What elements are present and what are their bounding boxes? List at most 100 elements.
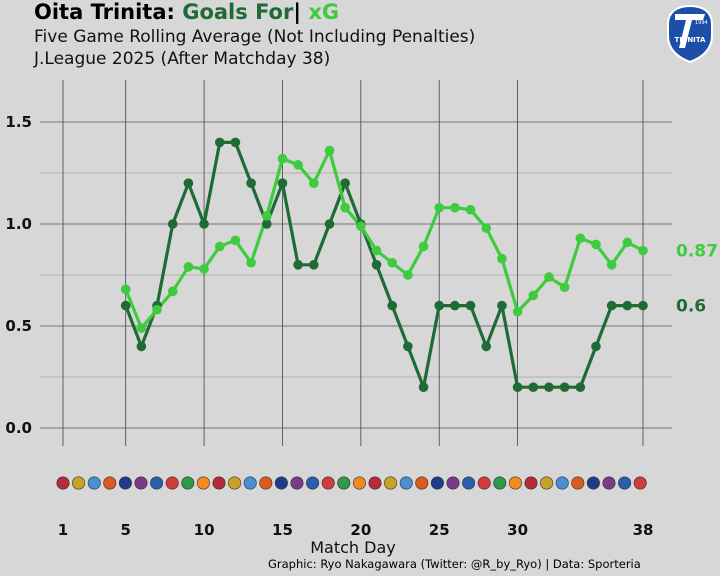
xg-data-point — [465, 204, 476, 215]
goals-data-point — [120, 300, 131, 311]
xg-data-point — [136, 323, 147, 333]
x-tick-label: 25 — [429, 521, 450, 539]
opponent-crest-icon — [118, 476, 132, 490]
goals-data-point — [324, 219, 335, 229]
goals-data-point — [277, 178, 288, 188]
xg-data-point — [403, 270, 413, 280]
x-tick-label: 1 — [58, 521, 68, 539]
xg-end-label: 0.87 — [676, 242, 718, 262]
opponent-crest-icon — [462, 476, 476, 490]
opponent-crest-icon — [134, 476, 148, 490]
xg-data-point — [559, 282, 570, 293]
opponent-crest-icon — [321, 476, 335, 490]
goals-data-point — [293, 260, 303, 270]
opponent-crest-icon — [352, 476, 366, 490]
goals-data-point — [559, 382, 570, 393]
logo-text: TRINITA — [675, 36, 706, 44]
xg-data-point — [152, 304, 162, 315]
goals-data-point — [261, 219, 272, 229]
opponent-crest-icon — [290, 476, 304, 490]
credit-line: Graphic: Ryo Nakagawara (Twitter: @R_by_… — [268, 557, 641, 571]
goals-end-label: 0.6 — [676, 297, 706, 317]
opponent-crest-icon — [540, 476, 554, 490]
goals-data-point — [544, 382, 554, 393]
xg-data-point — [340, 202, 350, 213]
goals-data-point — [638, 300, 648, 311]
opponent-crest-icon — [430, 476, 444, 490]
goals-data-point — [591, 341, 601, 352]
title-goals-for: Goals For — [182, 0, 294, 24]
goals-data-point — [167, 219, 178, 229]
goals-data-point — [450, 300, 460, 311]
opponent-crest-icon — [415, 476, 429, 490]
xg-data-point — [591, 239, 601, 250]
opponent-crest-icon — [586, 476, 600, 490]
xg-data-point — [622, 237, 633, 248]
chart-title: Oita Trinita: Goals For| xG — [34, 0, 339, 24]
opponent-crest-icon — [477, 476, 491, 490]
opponent-crest-icon — [508, 476, 522, 490]
logo-year: 1994 — [695, 20, 708, 26]
goals-data-point — [528, 382, 539, 393]
opponent-crest-icon — [337, 476, 351, 490]
xg-data-point — [309, 178, 319, 188]
xg-data-point — [575, 233, 586, 244]
opponent-crest-icon — [555, 476, 569, 490]
goals-data-point — [622, 300, 633, 311]
opponent-crest-icon — [56, 476, 70, 490]
opponent-crest-icon — [243, 476, 257, 490]
title-separator: | — [293, 0, 302, 24]
xg-data-point — [418, 241, 429, 252]
goals-data-point — [183, 178, 194, 188]
goals-data-point — [497, 300, 507, 311]
xg-data-point — [544, 272, 554, 282]
y-tick-label: 0.5 — [5, 317, 32, 335]
chart-subtitle-season: J.League 2025 (After Matchday 38) — [34, 49, 331, 69]
opponent-crest-icon — [196, 476, 210, 490]
xg-data-point — [120, 284, 131, 295]
xg-data-point — [246, 257, 256, 268]
xg-data-point — [214, 241, 225, 252]
xg-data-point — [183, 262, 194, 272]
goals-data-point — [418, 382, 429, 393]
goals-data-point — [136, 341, 147, 352]
opponent-crest-icon — [368, 476, 382, 490]
xg-data-point — [199, 264, 209, 274]
xg-data-point — [293, 160, 303, 170]
opponent-crest-icon — [306, 476, 320, 490]
xg-data-point — [481, 223, 492, 233]
opponent-crest-icon — [274, 476, 288, 490]
opponent-crest-icon — [87, 476, 101, 490]
x-tick-label: 38 — [633, 521, 654, 539]
xg-data-point — [512, 306, 523, 317]
goals-data-point — [309, 260, 319, 270]
goals-data-point — [434, 300, 445, 311]
xg-data-point — [167, 286, 178, 297]
goals-data-point — [403, 341, 413, 352]
opponent-crest-icon — [399, 476, 413, 490]
opponent-crest-icon — [618, 476, 632, 490]
opponent-crest-icon — [165, 476, 179, 490]
xg-data-point — [230, 235, 241, 246]
opponent-crest-icon — [212, 476, 226, 490]
y-tick-label: 1.5 — [5, 113, 32, 131]
goals-data-point — [606, 300, 617, 311]
opponent-crest-icon — [181, 476, 195, 490]
xg-data-point — [450, 202, 460, 213]
xg-data-point — [528, 290, 539, 301]
xg-data-point — [606, 260, 617, 270]
opponent-crest-icon — [103, 476, 117, 490]
goals-data-point — [465, 300, 476, 311]
xg-data-point — [434, 202, 445, 213]
opponent-crest-icon — [384, 476, 398, 490]
opponent-crest-icon — [228, 476, 242, 490]
xg-data-point — [324, 145, 335, 156]
goals-data-point — [371, 260, 382, 270]
goals-data-point — [199, 219, 209, 229]
goals-data-point — [340, 178, 350, 188]
xg-data-point — [356, 221, 366, 231]
x-tick-label: 10 — [194, 521, 215, 539]
xg-series-line — [124, 148, 644, 330]
xg-data-point — [497, 253, 507, 264]
